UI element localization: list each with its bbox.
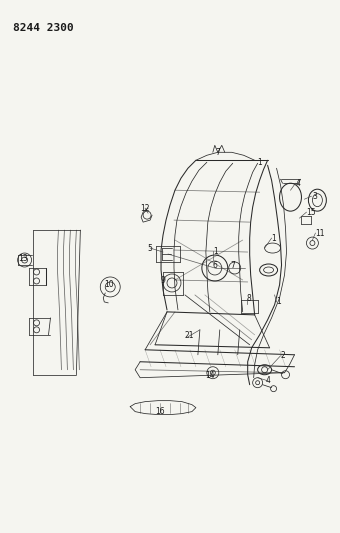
Text: 14: 14 bbox=[205, 371, 215, 380]
Text: 3: 3 bbox=[312, 192, 317, 201]
Text: 1: 1 bbox=[213, 247, 218, 255]
Text: 9: 9 bbox=[160, 277, 166, 286]
Text: 1: 1 bbox=[258, 158, 262, 167]
Text: 6: 6 bbox=[213, 261, 218, 270]
Text: 8244 2300: 8244 2300 bbox=[13, 23, 73, 33]
Text: 13: 13 bbox=[18, 254, 28, 263]
Text: 1: 1 bbox=[276, 297, 281, 306]
Text: 21: 21 bbox=[184, 332, 194, 340]
Text: 4: 4 bbox=[295, 179, 300, 188]
Text: 10: 10 bbox=[104, 280, 114, 289]
Text: 8: 8 bbox=[247, 294, 252, 303]
Text: 7: 7 bbox=[231, 261, 236, 270]
Text: 16: 16 bbox=[155, 407, 165, 416]
Text: 11: 11 bbox=[316, 229, 325, 238]
Text: 2: 2 bbox=[280, 351, 285, 360]
Text: 7: 7 bbox=[215, 148, 220, 157]
Text: 1: 1 bbox=[272, 233, 276, 243]
Text: 15: 15 bbox=[306, 208, 316, 216]
Text: 4: 4 bbox=[265, 376, 270, 385]
Text: 5: 5 bbox=[148, 244, 153, 253]
Text: 12: 12 bbox=[140, 204, 150, 213]
